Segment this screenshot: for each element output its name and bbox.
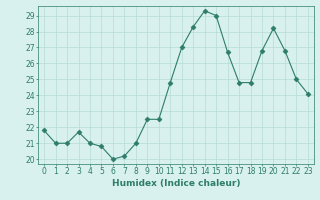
X-axis label: Humidex (Indice chaleur): Humidex (Indice chaleur): [112, 179, 240, 188]
